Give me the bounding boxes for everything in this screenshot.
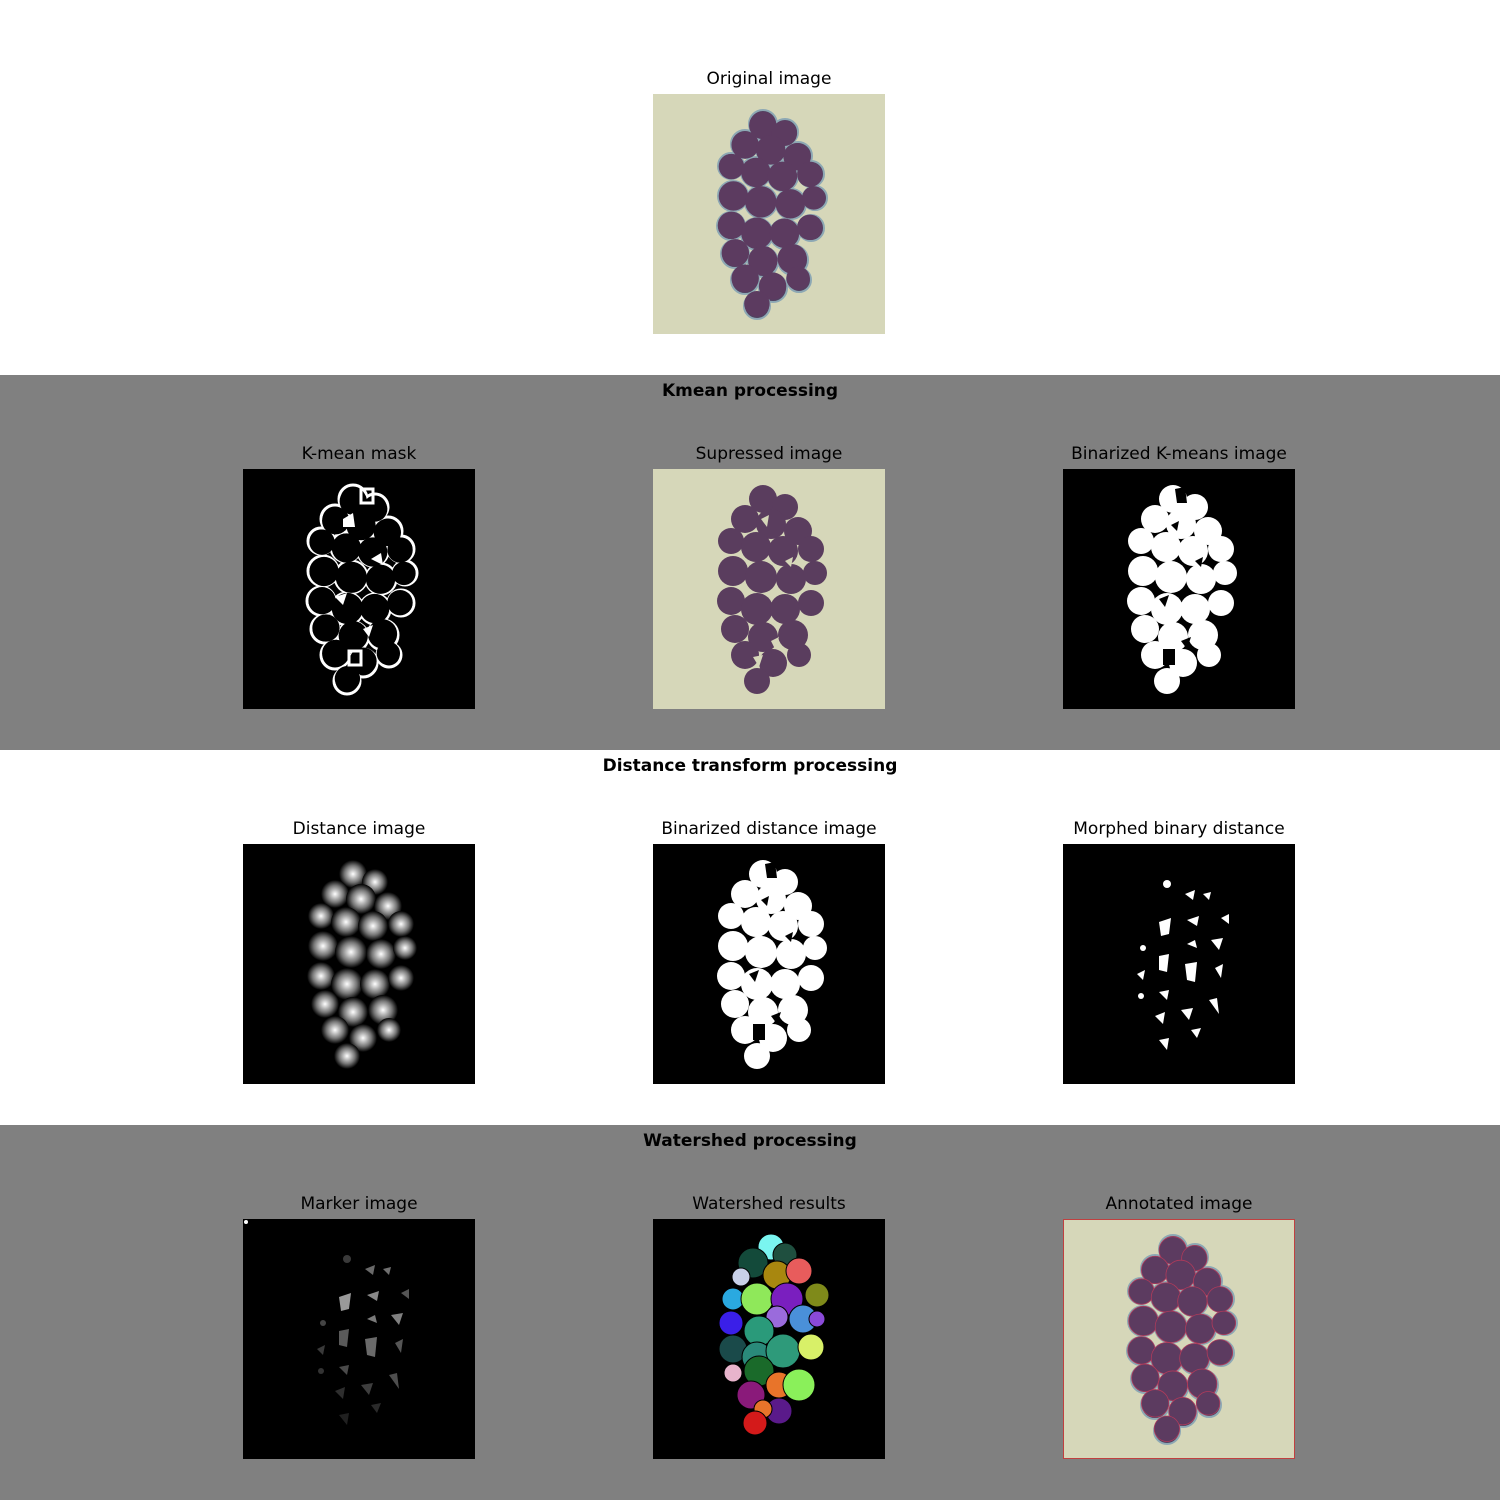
watershed-section-heading: Watershed processing bbox=[643, 1131, 857, 1151]
marker-image-title: Marker image bbox=[300, 1194, 418, 1214]
binary-outline-mask-image bbox=[243, 469, 475, 709]
binarized-kmeans-title: Binarized K-means image bbox=[1071, 444, 1287, 464]
distance-section-heading: Distance transform processing bbox=[602, 756, 898, 776]
distance-map-image bbox=[243, 844, 475, 1084]
distance-image-title: Distance image bbox=[292, 819, 426, 839]
original-image-title: Original image bbox=[706, 69, 832, 89]
kmean-section: Kmean processing K-mean mask Supressed i… bbox=[0, 375, 1500, 750]
watershed-section: Watershed processing Marker image Waters… bbox=[0, 1125, 1500, 1500]
colored-segmentation-image bbox=[653, 1219, 885, 1459]
binary-filled-mask-image bbox=[653, 844, 885, 1084]
watershed-results-title: Watershed results bbox=[692, 1194, 846, 1214]
supressed-image-title: Supressed image bbox=[695, 444, 843, 464]
flat-cell-cluster-image bbox=[653, 469, 885, 709]
binary-seed-image bbox=[1063, 844, 1295, 1084]
binary-filled-mask-image bbox=[1063, 469, 1295, 709]
morphed-binary-title: Morphed binary distance bbox=[1073, 819, 1285, 839]
kmean-section-heading: Kmean processing bbox=[661, 381, 839, 401]
annotated-cell-image bbox=[1063, 1219, 1295, 1459]
distance-section: Distance transform processing Distance i… bbox=[0, 750, 1500, 1125]
kmean-mask-title: K-mean mask bbox=[301, 444, 417, 464]
annotated-image-title: Annotated image bbox=[1105, 1194, 1253, 1214]
marker-label-image bbox=[243, 1219, 475, 1459]
cell-cluster-image bbox=[653, 94, 885, 334]
binarized-distance-title: Binarized distance image bbox=[661, 819, 877, 839]
